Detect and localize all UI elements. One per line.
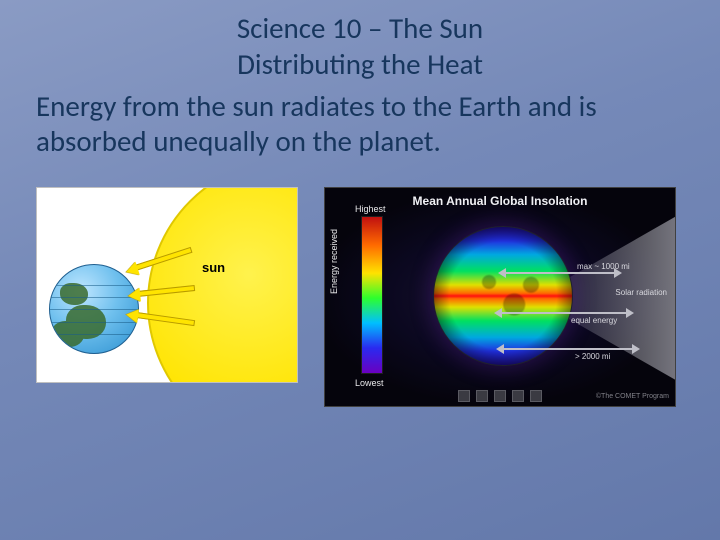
slide: Science 10 – The Sun Distributing the He… [0, 0, 720, 540]
latitude-line [50, 309, 138, 310]
latitude-line [50, 334, 138, 335]
solar-radiation-label: Solar radiation [615, 288, 667, 297]
images-row: sun Mean Annual Global Insolation Energy… [36, 187, 684, 407]
width-arrow [505, 272, 615, 274]
title-line-2: Distributing the Heat [110, 46, 610, 82]
spectrum-colorbar [361, 216, 383, 374]
title-block: Science 10 – The Sun Distributing the He… [110, 10, 610, 83]
control-button[interactable] [530, 390, 542, 402]
latitude-line [50, 322, 138, 323]
body-text: Energy from the sun radiates to the Eart… [36, 89, 684, 160]
spectrum-top-label: Highest [355, 204, 386, 214]
control-button[interactable] [476, 390, 488, 402]
width-arrow [503, 348, 633, 350]
arrow-label: equal energy [571, 316, 617, 325]
control-button[interactable] [458, 390, 470, 402]
energy-axis-label: Energy received [329, 229, 339, 294]
width-arrow [501, 312, 627, 314]
arrow-label: > 2000 mi [575, 352, 610, 361]
control-button[interactable] [512, 390, 524, 402]
sun-shape [147, 187, 298, 383]
latitude-line [50, 285, 138, 286]
sun-earth-diagram: sun [36, 187, 298, 383]
spectrum-bottom-label: Lowest [355, 378, 384, 388]
earth-globe-icon [49, 264, 139, 354]
credit-text: ©The COMET Program [596, 393, 669, 400]
title-line-1: Science 10 – The Sun [110, 10, 610, 46]
insolation-diagram: Mean Annual Global Insolation Energy rec… [324, 187, 676, 407]
sun-label: sun [202, 260, 225, 275]
latitude-line [50, 297, 138, 298]
control-button[interactable] [494, 390, 506, 402]
arrow-label: max ~ 1000 mi [577, 262, 630, 271]
